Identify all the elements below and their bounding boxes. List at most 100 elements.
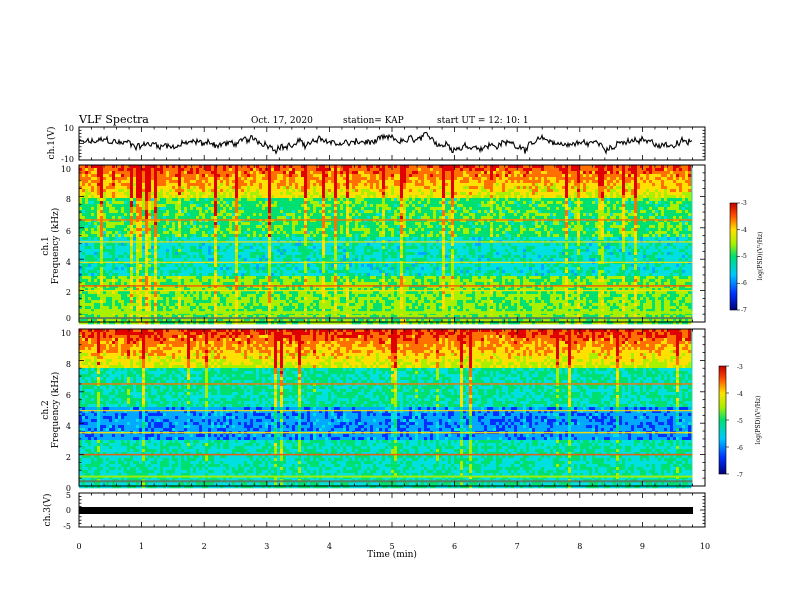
spectrogram-cell	[655, 225, 658, 228]
spectrogram-cell	[502, 207, 505, 210]
spectrogram-cell	[241, 201, 244, 204]
spectrogram-cell	[265, 228, 268, 231]
spectrogram-cell	[490, 216, 493, 219]
spectrogram-cell	[334, 225, 337, 228]
spectrogram-cell	[211, 225, 214, 228]
spectrogram-cell	[499, 204, 502, 207]
spectrogram-cell	[370, 186, 373, 189]
spectrogram-cell	[106, 168, 109, 171]
spectrogram-cell	[139, 234, 142, 237]
spectrogram-cell	[133, 228, 136, 231]
spectrogram-cell	[202, 186, 205, 189]
spectrogram-cell	[397, 207, 400, 210]
spectrogram-cell	[643, 195, 646, 198]
spectrogram-cell	[412, 204, 415, 207]
spectrogram-cell	[454, 213, 457, 216]
spectrogram-cell	[538, 177, 541, 180]
spectrogram-cell	[370, 204, 373, 207]
spectrogram-cell	[661, 177, 664, 180]
spectrogram-cell	[478, 192, 481, 195]
spectrogram-cell	[634, 183, 637, 186]
spectrogram-cell	[304, 201, 307, 204]
spectrogram-cell	[520, 189, 523, 192]
spectrogram-cell	[604, 189, 607, 192]
spectrogram-cell	[544, 210, 547, 213]
spectrogram-cell	[448, 186, 451, 189]
spectrogram-cell	[592, 171, 595, 174]
spectrogram-cell	[577, 216, 580, 219]
spectrogram-cell	[478, 222, 481, 225]
spectrogram-cell	[595, 180, 598, 183]
spectrogram-cell	[511, 204, 514, 207]
spectrogram-cell	[328, 171, 331, 174]
spectrogram-cell	[274, 216, 277, 219]
spectrogram-cell	[82, 228, 85, 231]
spectrogram-cell	[274, 174, 277, 177]
spectrogram-cell	[406, 204, 409, 207]
spectrogram-cell	[82, 216, 85, 219]
spectrogram-cell	[325, 213, 328, 216]
spectrogram-cell	[355, 201, 358, 204]
spectrogram-cell	[526, 195, 529, 198]
spectrogram-cell	[214, 192, 217, 195]
spectrogram-cell	[577, 222, 580, 225]
spectrogram-cell	[319, 201, 322, 204]
spectrogram-cell	[490, 213, 493, 216]
spectrogram-cell	[505, 177, 508, 180]
spectrogram-cell	[319, 231, 322, 234]
spectrogram-cell	[307, 210, 310, 213]
spectrogram-cell	[430, 210, 433, 213]
spectrogram-cell	[598, 171, 601, 174]
spectrogram-cell	[592, 183, 595, 186]
spectrogram-cell	[250, 186, 253, 189]
spectrogram-cell	[559, 198, 562, 201]
spectrogram-cell	[475, 174, 478, 177]
spectrogram-cell	[550, 234, 553, 237]
spectrogram-cell	[535, 207, 538, 210]
spectrogram-cell	[526, 201, 529, 204]
spectrogram-cell	[631, 207, 634, 210]
spectrogram-cell	[154, 207, 157, 210]
spectrogram-cell	[568, 222, 571, 225]
spectrogram-cell	[217, 198, 220, 201]
spectrogram-cell	[130, 168, 133, 171]
spectrogram-cell	[280, 192, 283, 195]
spectrogram-cell	[409, 207, 412, 210]
spectrogram-cell	[499, 207, 502, 210]
spectrogram-cell	[238, 192, 241, 195]
spectrogram-cell	[121, 183, 124, 186]
spectrogram-cell	[250, 201, 253, 204]
spectrogram-cell	[424, 231, 427, 234]
spectrogram-cell	[211, 204, 214, 207]
spectrogram-cell	[124, 189, 127, 192]
spectrogram-cell	[391, 183, 394, 186]
spectrogram-cell	[400, 195, 403, 198]
spectrogram-cell	[592, 177, 595, 180]
spectrogram-cell	[274, 171, 277, 174]
spectrogram-cell	[571, 180, 574, 183]
spectrogram-cell	[661, 207, 664, 210]
spectrogram-cell	[202, 207, 205, 210]
spectrogram-cell	[661, 168, 664, 171]
spectrogram-cell	[634, 168, 637, 171]
spectrogram-cell	[619, 186, 622, 189]
spectrogram-cell	[496, 171, 499, 174]
spectrogram-cell	[181, 207, 184, 210]
spectrogram-cell	[268, 180, 271, 183]
spectrogram-cell	[211, 201, 214, 204]
spectrogram-cell	[454, 231, 457, 234]
spectrogram-cell	[679, 213, 682, 216]
spectrogram-cell	[82, 192, 85, 195]
spectrogram-cell	[157, 186, 160, 189]
spectrogram-cell	[382, 171, 385, 174]
spectrogram-cell	[538, 225, 541, 228]
spectrogram-cell	[280, 186, 283, 189]
spectrogram-cell	[571, 231, 574, 234]
spectrogram-cell	[199, 183, 202, 186]
spectrogram-cell	[142, 201, 145, 204]
spectrogram-cell	[526, 222, 529, 225]
spectrogram-cell	[268, 216, 271, 219]
spectrogram-cell	[646, 168, 649, 171]
spectrogram-cell	[607, 222, 610, 225]
spectrogram-cell	[337, 234, 340, 237]
